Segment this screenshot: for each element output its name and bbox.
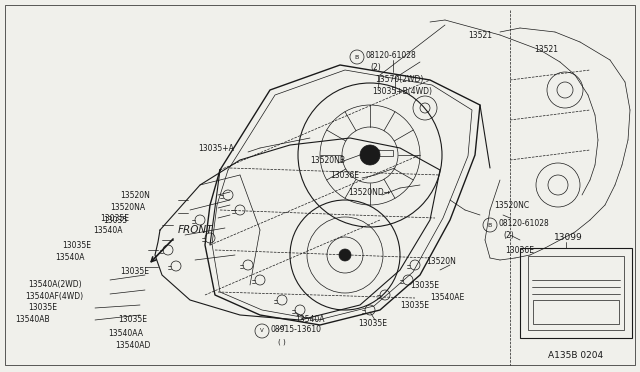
Text: 13035E: 13035E	[62, 241, 91, 250]
Text: 13099: 13099	[554, 232, 583, 241]
Text: 08915-13610: 08915-13610	[271, 326, 322, 334]
Text: B: B	[488, 222, 492, 228]
Text: 13540AE: 13540AE	[430, 292, 464, 301]
Text: B: B	[355, 55, 359, 60]
Text: 13540A: 13540A	[55, 253, 84, 263]
Bar	[520, 248, 632, 338]
Text: 13540AB: 13540AB	[15, 315, 50, 324]
Bar	[528, 256, 624, 330]
Text: (2): (2)	[503, 231, 514, 240]
Text: 13540A(2WD): 13540A(2WD)	[28, 280, 82, 289]
Text: V: V	[260, 328, 264, 334]
Text: 13521: 13521	[468, 31, 492, 39]
Text: 13520NC: 13520NC	[494, 201, 529, 209]
Text: 08120-61028: 08120-61028	[499, 218, 550, 228]
Text: 13520ND→: 13520ND→	[348, 187, 390, 196]
Circle shape	[339, 249, 351, 261]
Text: 13521: 13521	[534, 45, 558, 54]
Text: 13035: 13035	[103, 215, 127, 224]
Text: 13035E: 13035E	[410, 280, 439, 289]
Text: 13520N: 13520N	[120, 190, 150, 199]
Text: 13035E: 13035E	[358, 318, 387, 327]
Text: 13035E: 13035E	[120, 267, 149, 276]
Text: 08120-61028: 08120-61028	[366, 51, 417, 60]
Text: 13036E: 13036E	[330, 170, 359, 180]
Text: 13036E: 13036E	[505, 246, 534, 254]
Text: ( ): ( )	[278, 339, 285, 345]
Text: 13035E: 13035E	[28, 304, 57, 312]
Text: 13035+B(4WD): 13035+B(4WD)	[372, 87, 432, 96]
Bar	[375, 150, 393, 156]
Text: 13520NA: 13520NA	[110, 202, 145, 212]
Text: (2): (2)	[370, 62, 381, 71]
Text: 13540AD: 13540AD	[115, 340, 150, 350]
Bar	[533, 300, 619, 324]
Text: 13520NB: 13520NB	[310, 155, 345, 164]
Text: 13540A: 13540A	[93, 225, 122, 234]
Text: 13540A: 13540A	[295, 315, 324, 324]
Text: 13035E: 13035E	[100, 214, 129, 222]
Text: 13035E: 13035E	[118, 315, 147, 324]
Text: 13035+A: 13035+A	[198, 144, 234, 153]
Circle shape	[360, 145, 380, 165]
Text: 13520N: 13520N	[426, 257, 456, 266]
Text: FRONT: FRONT	[178, 225, 214, 235]
Text: A135B 0204: A135B 0204	[548, 350, 603, 359]
Text: 13540AF(4WD): 13540AF(4WD)	[25, 292, 83, 301]
Text: 13035E: 13035E	[400, 301, 429, 310]
Text: 13540AA: 13540AA	[108, 328, 143, 337]
Text: 13570(2WD): 13570(2WD)	[375, 74, 424, 83]
